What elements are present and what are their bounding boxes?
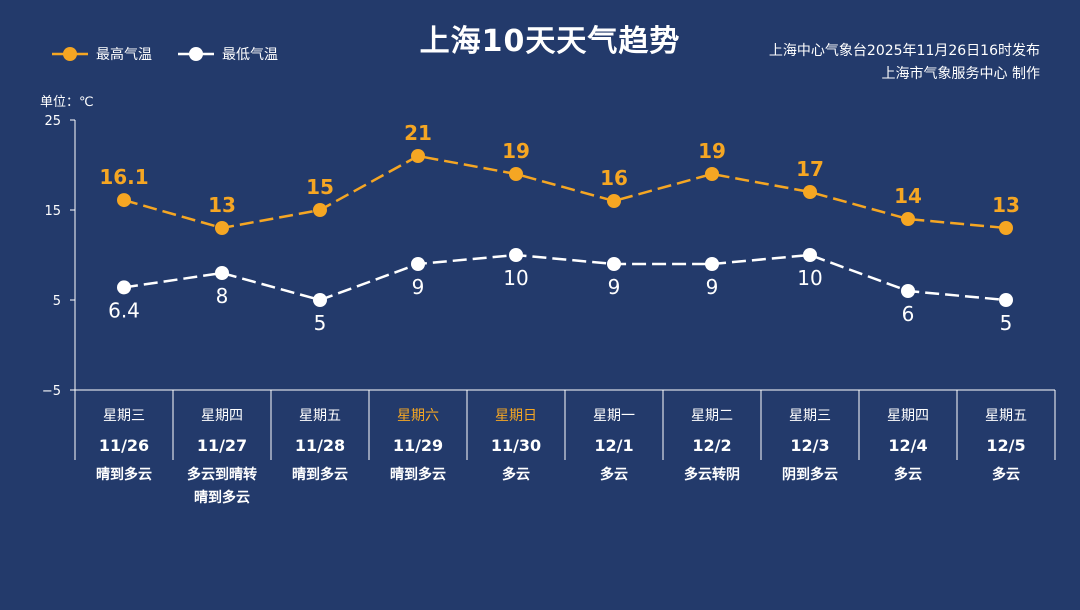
y-tick-label: 25 — [44, 114, 61, 129]
data-label-high: 13 — [208, 193, 236, 217]
legend: 最高气温 最低气温 — [52, 44, 304, 64]
data-label-high: 16 — [600, 166, 628, 190]
legend-item-high: 最高气温 — [52, 44, 152, 64]
data-point-low — [803, 248, 817, 262]
data-point-low — [509, 248, 523, 262]
weather-label: 多云转阴 — [684, 466, 740, 483]
series-line-high — [123, 154, 1007, 230]
data-label-low: 5 — [314, 311, 327, 335]
legend-item-low: 最低气温 — [178, 44, 278, 64]
legend-high-marker — [52, 47, 88, 61]
unit-label: 单位：℃ — [40, 95, 94, 110]
weekday-label: 星期六 — [397, 408, 439, 424]
date-label: 11/29 — [393, 436, 443, 455]
date-label: 11/26 — [99, 436, 149, 455]
data-label-low: 9 — [412, 275, 425, 299]
data-point-high — [607, 194, 621, 208]
data-label-low: 5 — [1000, 311, 1013, 335]
data-point-high — [313, 203, 327, 217]
data-label-high: 19 — [502, 139, 530, 163]
weather-label: 晴到多云 — [292, 466, 348, 483]
source-info: 上海中心气象台2025年11月26日16时发布 上海市气象服务中心 制作 — [769, 40, 1040, 86]
weather-label: 晴到多云 — [96, 466, 152, 483]
date-label: 12/1 — [594, 436, 633, 455]
weather-label: 多云到晴转 — [187, 466, 257, 483]
weekday-label: 星期三 — [789, 408, 831, 424]
date-label: 12/2 — [692, 436, 731, 455]
data-label-low: 9 — [608, 275, 621, 299]
weather-label: 多云 — [502, 466, 530, 483]
data-label-high: 14 — [894, 184, 922, 208]
data-point-high — [117, 193, 131, 208]
data-point-low — [705, 257, 719, 271]
source-line-1: 上海中心气象台2025年11月26日16时发布 — [768, 43, 1040, 59]
date-label: 12/3 — [790, 436, 829, 455]
chart-title: 上海10天天气趋势 — [419, 24, 681, 59]
data-point-low — [999, 293, 1013, 307]
data-label-low: 9 — [706, 275, 719, 299]
weekday-label: 星期五 — [299, 408, 341, 424]
y-tick-label: −5 — [42, 384, 61, 399]
weather-label: 晴到多云 — [194, 489, 250, 506]
y-tick-label: 15 — [44, 204, 61, 219]
data-label-high: 17 — [796, 157, 824, 181]
data-point-low — [901, 284, 915, 298]
date-label: 12/5 — [986, 436, 1025, 455]
weekday-label: 星期日 — [495, 408, 537, 424]
weekday-label: 星期三 — [103, 408, 145, 424]
weekday-label: 星期四 — [201, 408, 243, 424]
date-label: 11/28 — [295, 436, 345, 455]
data-point-high — [411, 149, 425, 163]
source-line-2: 上海市气象服务中心 制作 — [881, 66, 1040, 82]
weather-label: 多云 — [992, 466, 1020, 483]
data-label-low: 6 — [902, 302, 915, 326]
data-label-low: 6.4 — [108, 298, 140, 322]
data-point-high — [901, 212, 915, 226]
legend-low-label: 最低气温 — [222, 47, 278, 63]
data-label-low: 8 — [216, 284, 229, 308]
data-label-low: 10 — [797, 266, 822, 290]
weather-label: 多云 — [894, 466, 922, 483]
date-label: 11/30 — [491, 436, 541, 455]
weekday-label: 星期五 — [985, 408, 1027, 424]
weather-label: 多云 — [600, 466, 628, 483]
weekday-label: 星期一 — [593, 408, 635, 424]
data-point-high — [215, 221, 229, 235]
date-label: 11/27 — [197, 436, 247, 455]
weekday-label: 星期四 — [887, 408, 929, 424]
y-tick-label: 5 — [53, 294, 61, 309]
data-label-high: 21 — [404, 121, 432, 145]
data-point-low — [215, 266, 229, 280]
data-point-high — [705, 167, 719, 181]
data-label-high: 13 — [992, 193, 1020, 217]
data-point-high — [803, 185, 817, 199]
data-point-low — [411, 257, 425, 271]
data-point-high — [999, 221, 1013, 235]
data-label-high: 15 — [306, 175, 334, 199]
data-point-low — [607, 257, 621, 271]
date-label: 12/4 — [888, 436, 927, 455]
data-label-high: 16.1 — [99, 165, 148, 189]
data-label-high: 19 — [698, 139, 726, 163]
series-line-low — [123, 253, 1007, 302]
legend-high-label: 最高气温 — [96, 47, 152, 63]
data-point-low — [117, 280, 131, 295]
data-point-high — [509, 167, 523, 181]
weekday-label: 星期二 — [691, 408, 733, 424]
weather-label: 阴到多云 — [782, 466, 838, 483]
data-label-low: 10 — [503, 266, 528, 290]
data-point-low — [313, 293, 327, 307]
legend-low-marker — [178, 47, 214, 61]
weather-label: 晴到多云 — [390, 466, 446, 483]
